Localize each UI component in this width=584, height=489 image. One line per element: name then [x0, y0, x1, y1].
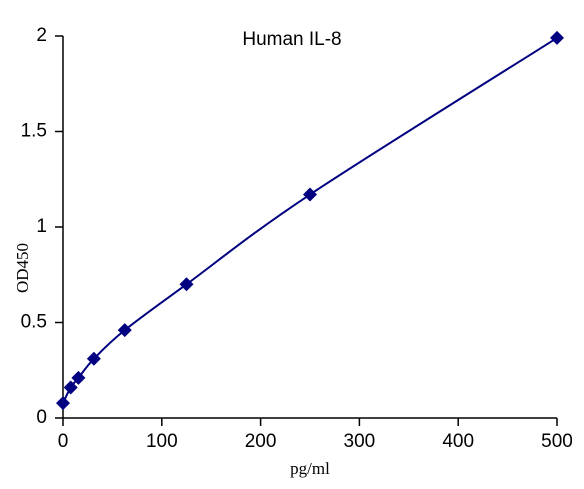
data-point: [179, 277, 194, 292]
x-tick-label: 500: [541, 431, 573, 452]
x-tick-label: 0: [58, 431, 69, 452]
x-tick-label: 300: [344, 431, 376, 452]
y-tick-label: 0: [36, 407, 47, 428]
x-tick-label: 100: [146, 431, 178, 452]
data-point: [550, 30, 564, 45]
chart-title: Human IL-8: [242, 29, 341, 50]
data-point: [56, 396, 70, 411]
y-tick-label: 2: [36, 25, 47, 46]
x-tick-label: 400: [442, 431, 474, 452]
data-point: [63, 380, 78, 395]
data-point: [86, 351, 101, 366]
y-tick-label: 1.5: [21, 121, 47, 142]
y-tick-label: 1: [36, 216, 47, 237]
curve: [62, 37, 558, 404]
y-axis-label: OD450: [13, 243, 32, 293]
y-tick-label: 0.5: [21, 312, 47, 333]
data-point: [117, 323, 132, 338]
data-point: [71, 370, 86, 385]
x-tick-label: 200: [245, 431, 277, 452]
x-axis-label: pg/ml: [290, 459, 330, 478]
data-point: [303, 187, 317, 202]
